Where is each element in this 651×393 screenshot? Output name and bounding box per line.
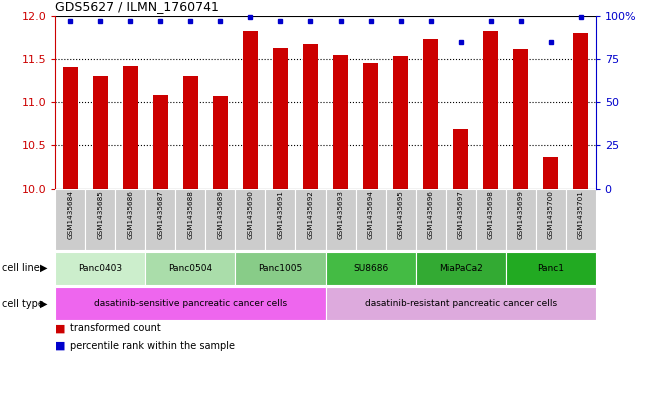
Bar: [85, 189, 115, 250]
Text: Panc0403: Panc0403: [78, 264, 122, 273]
Text: transformed count: transformed count: [70, 323, 160, 333]
Text: GSM1435684: GSM1435684: [67, 191, 74, 239]
Bar: [326, 287, 596, 320]
Bar: [393, 56, 408, 189]
Text: GSM1435701: GSM1435701: [577, 191, 584, 239]
Bar: [145, 189, 175, 250]
Text: cell line: cell line: [2, 263, 40, 273]
Bar: [513, 50, 528, 189]
Text: SU8686: SU8686: [353, 264, 388, 273]
Text: MiaPaCa2: MiaPaCa2: [439, 264, 482, 273]
Text: Panc0504: Panc0504: [169, 264, 212, 273]
Bar: [506, 252, 596, 285]
Bar: [273, 48, 288, 189]
Text: GSM1435696: GSM1435696: [428, 191, 434, 239]
Bar: [445, 189, 476, 250]
Bar: [415, 189, 445, 250]
Text: GSM1435686: GSM1435686: [128, 191, 133, 239]
Text: dasatinib-resistant pancreatic cancer cells: dasatinib-resistant pancreatic cancer ce…: [365, 299, 557, 308]
Text: GSM1435697: GSM1435697: [458, 191, 464, 239]
Bar: [63, 67, 78, 189]
Bar: [355, 189, 385, 250]
Bar: [385, 189, 415, 250]
Bar: [243, 31, 258, 189]
Bar: [326, 189, 355, 250]
Text: Panc1: Panc1: [537, 264, 564, 273]
Bar: [213, 96, 228, 189]
Bar: [333, 55, 348, 189]
Bar: [183, 76, 198, 189]
Bar: [303, 44, 318, 189]
Bar: [153, 95, 168, 189]
Bar: [483, 31, 498, 189]
Text: GSM1435698: GSM1435698: [488, 191, 493, 239]
Bar: [206, 189, 236, 250]
Bar: [175, 189, 206, 250]
Bar: [93, 76, 108, 189]
Text: percentile rank within the sample: percentile rank within the sample: [70, 341, 234, 351]
Text: GSM1435692: GSM1435692: [307, 191, 314, 239]
Text: ▶: ▶: [40, 263, 48, 273]
Text: GSM1435691: GSM1435691: [277, 191, 283, 239]
Text: ▶: ▶: [40, 299, 48, 309]
Text: Panc1005: Panc1005: [258, 264, 303, 273]
Text: GSM1435695: GSM1435695: [398, 191, 404, 239]
Bar: [236, 189, 266, 250]
Bar: [363, 63, 378, 189]
Bar: [266, 189, 296, 250]
Bar: [423, 39, 438, 189]
Text: cell type: cell type: [2, 299, 44, 309]
Bar: [55, 287, 325, 320]
Bar: [123, 66, 138, 189]
Text: GSM1435688: GSM1435688: [187, 191, 193, 239]
Text: GSM1435687: GSM1435687: [158, 191, 163, 239]
Bar: [506, 189, 536, 250]
Text: GSM1435694: GSM1435694: [368, 191, 374, 239]
Bar: [55, 189, 85, 250]
Bar: [453, 129, 468, 189]
Text: GSM1435700: GSM1435700: [547, 191, 553, 239]
Bar: [296, 189, 326, 250]
Text: GSM1435693: GSM1435693: [337, 191, 344, 239]
Text: GDS5627 / ILMN_1760741: GDS5627 / ILMN_1760741: [55, 0, 219, 13]
Text: ■: ■: [55, 341, 66, 351]
Bar: [543, 157, 558, 189]
Text: GSM1435690: GSM1435690: [247, 191, 253, 239]
Text: dasatinib-sensitive pancreatic cancer cells: dasatinib-sensitive pancreatic cancer ce…: [94, 299, 287, 308]
Text: GSM1435699: GSM1435699: [518, 191, 523, 239]
Bar: [415, 252, 506, 285]
Bar: [145, 252, 236, 285]
Bar: [236, 252, 326, 285]
Text: GSM1435689: GSM1435689: [217, 191, 223, 239]
Bar: [566, 189, 596, 250]
Bar: [326, 252, 415, 285]
Text: GSM1435685: GSM1435685: [98, 191, 104, 239]
Bar: [476, 189, 506, 250]
Bar: [55, 252, 145, 285]
Text: ■: ■: [55, 323, 66, 333]
Bar: [573, 33, 588, 189]
Bar: [536, 189, 566, 250]
Bar: [115, 189, 145, 250]
